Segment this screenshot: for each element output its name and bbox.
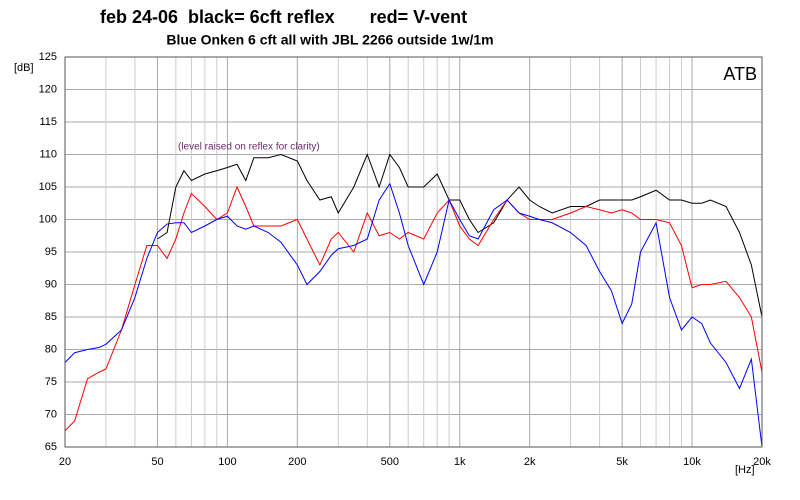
series-line bbox=[64, 185, 763, 432]
plot-frame bbox=[64, 56, 763, 448]
x-tick-label: 100 bbox=[218, 456, 236, 468]
y-tick-label: 125 bbox=[39, 51, 57, 63]
watermark: ATB bbox=[723, 64, 757, 84]
y-tick-label: 85 bbox=[45, 311, 57, 323]
x-tick-label: 200 bbox=[288, 456, 306, 468]
chart-subtitle: Blue Onken 6 cft all with JBL 2266 outsi… bbox=[166, 32, 493, 48]
y-tick-label: 110 bbox=[39, 148, 57, 160]
y-tick-label: 120 bbox=[39, 83, 57, 95]
x-tick-label: 1k bbox=[454, 456, 466, 468]
x-tick-label: 5k bbox=[616, 456, 628, 468]
y-tick-label: 115 bbox=[39, 116, 57, 128]
y-tick-label: 65 bbox=[45, 441, 57, 453]
y-tick-label: 100 bbox=[39, 213, 57, 225]
x-tick-label: 50 bbox=[151, 456, 163, 468]
y-tick-label: 90 bbox=[45, 278, 57, 290]
x-tick-label: 20k bbox=[753, 456, 771, 468]
series-line bbox=[64, 182, 763, 448]
y-tick-label: 70 bbox=[45, 408, 57, 420]
annotation: (level raised on reflex for clarity) bbox=[178, 142, 320, 153]
x-tick-label: 10k bbox=[683, 456, 701, 468]
plot bbox=[64, 153, 763, 448]
x-tick-label: 20 bbox=[59, 456, 71, 468]
x-tick-label: 500 bbox=[381, 456, 399, 468]
y-tick-label: 95 bbox=[45, 246, 57, 258]
x-tick-label: 2k bbox=[524, 456, 536, 468]
y-tick-label: 75 bbox=[45, 376, 57, 388]
chart-title: feb 24-06 black= 6cft reflex red= V-vent bbox=[100, 7, 467, 27]
y-tick-label: 80 bbox=[45, 343, 57, 355]
y-tick-label: 105 bbox=[39, 181, 57, 193]
y-axis-label: [dB] bbox=[14, 62, 34, 74]
x-axis-label: [Hz] bbox=[735, 464, 755, 476]
